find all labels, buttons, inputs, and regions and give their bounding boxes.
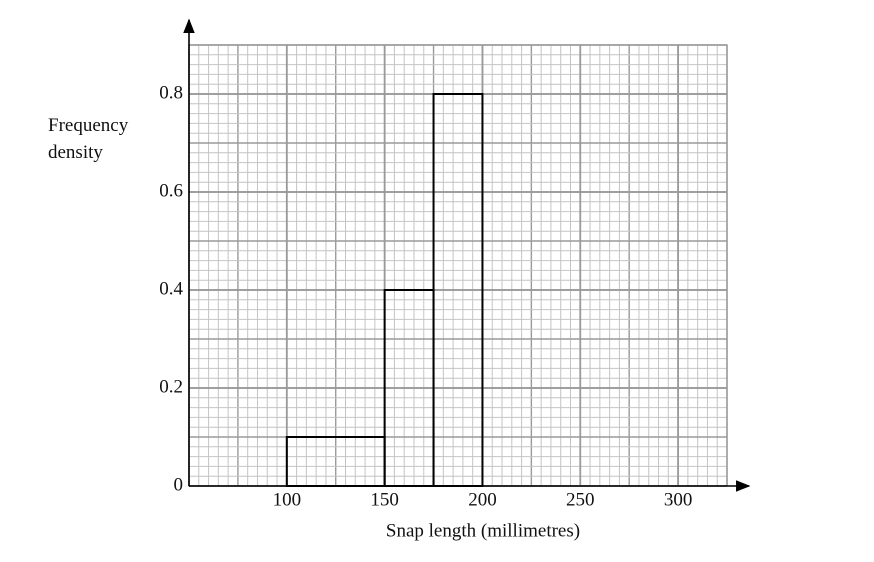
y-tick-label: 0.6 — [159, 180, 183, 201]
grid — [188, 44, 728, 487]
x-tick-label: 150 — [370, 489, 399, 510]
y-tick-label: 0 — [174, 474, 184, 495]
grid-border — [188, 44, 728, 487]
y-tick-label: 0.8 — [159, 82, 183, 103]
y-tick-label: 0.2 — [159, 376, 183, 397]
x-tick-label: 100 — [273, 489, 302, 510]
y-tick-label: 0.4 — [159, 278, 183, 299]
x-tick-label: 200 — [468, 489, 497, 510]
x-tick-label: 300 — [664, 489, 693, 510]
x-tick-label: 250 — [566, 489, 595, 510]
y-axis-label: Frequency density — [48, 115, 129, 163]
x-axis-label: Snap length (millimetres) — [386, 520, 580, 541]
